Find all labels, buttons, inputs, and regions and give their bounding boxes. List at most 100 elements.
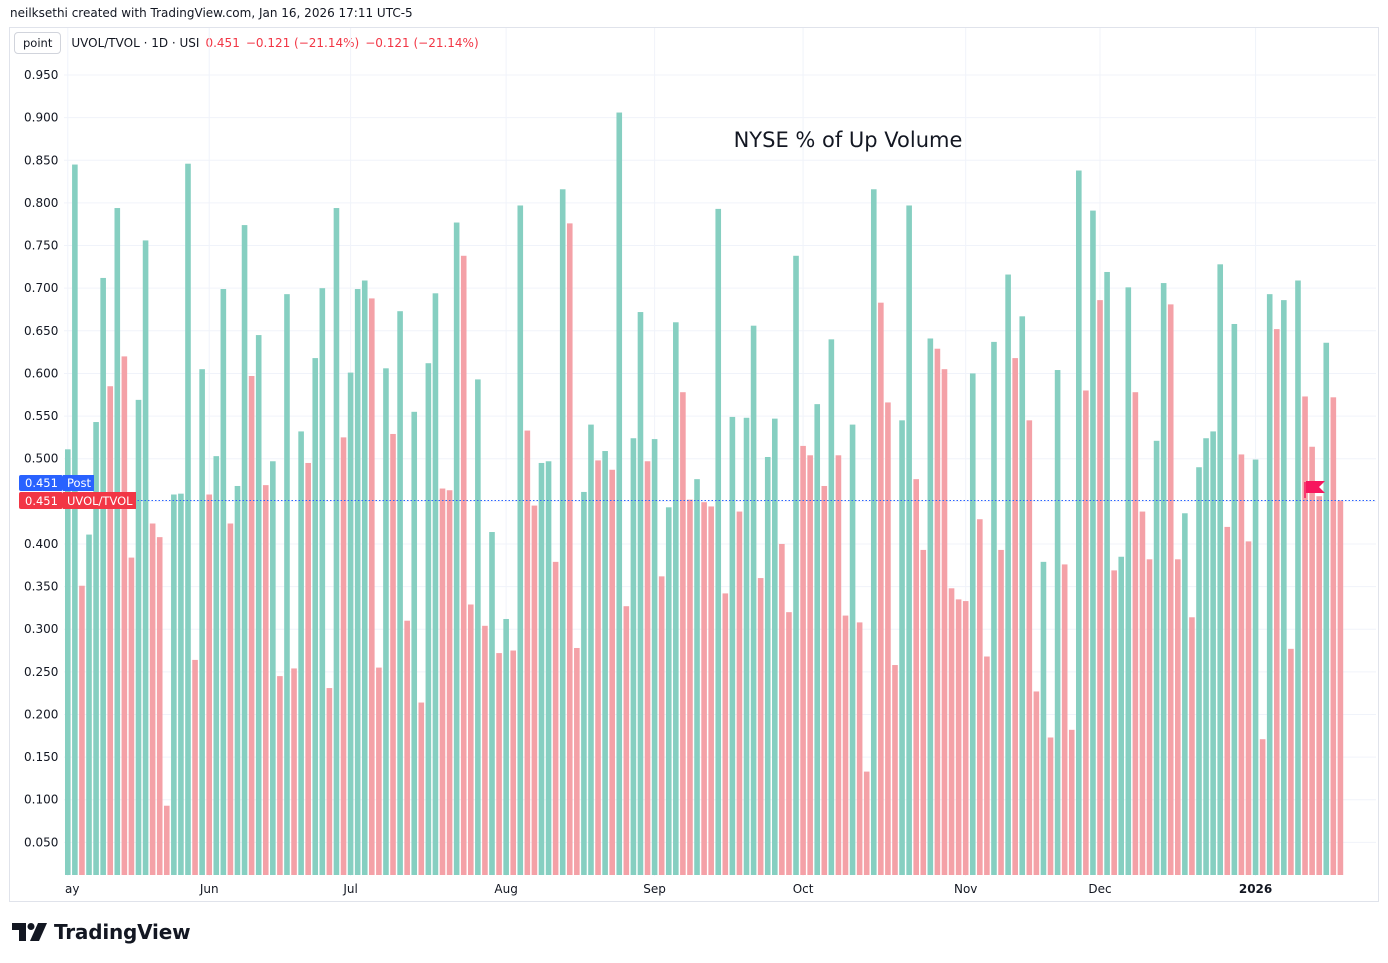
bar [347, 372, 354, 875]
bar [1316, 496, 1322, 875]
bar [786, 612, 792, 875]
bar [842, 615, 849, 875]
bar [178, 493, 184, 875]
bar [694, 479, 700, 875]
change-value-2: −0.121 (−21.14%) [365, 36, 479, 50]
bar [1281, 300, 1287, 875]
bar [234, 485, 241, 875]
post-price-tag: 0.451 Post [19, 475, 94, 491]
bar [1026, 420, 1033, 875]
y-tick-label: 0.600 [24, 366, 58, 380]
bar [807, 455, 813, 875]
bar [1337, 500, 1344, 875]
x-tick-label: 2026 [1239, 882, 1272, 896]
bar [1019, 316, 1026, 875]
y-tick-label: 0.200 [24, 707, 58, 721]
bar [743, 417, 750, 875]
tradingview-logo-icon [12, 923, 47, 941]
bar [1111, 570, 1117, 875]
bar [312, 358, 319, 876]
x-tick-label: Jul [342, 882, 357, 896]
bar [906, 205, 912, 876]
y-tick-label: 0.950 [24, 68, 58, 82]
x-tick-label: Oct [793, 882, 814, 896]
bar [411, 411, 418, 875]
bar [65, 449, 71, 875]
y-tick-label: 0.250 [24, 665, 58, 679]
bar [1273, 329, 1280, 876]
bar [899, 420, 905, 875]
bar [913, 479, 919, 875]
bar [192, 659, 198, 875]
bar [984, 656, 990, 875]
y-tick-label: 0.800 [24, 196, 58, 210]
bar [955, 599, 962, 875]
symbol-label[interactable]: UVOL/TVOL · 1D · USI [71, 36, 200, 50]
bar [517, 205, 524, 876]
bar [241, 225, 248, 876]
bar [390, 433, 396, 875]
footer: TradingView [12, 920, 191, 944]
bar [1090, 210, 1096, 876]
bar [1061, 564, 1068, 875]
bar [595, 460, 601, 875]
bar [552, 561, 559, 875]
bar [383, 368, 389, 875]
bar [1259, 739, 1266, 875]
x-axis-ticks: ay Jun Jul Aug Sep Oct Nov Dec 2026 [65, 882, 1272, 896]
bar [1189, 617, 1195, 875]
bar [298, 431, 304, 875]
bar [574, 647, 580, 875]
bar [227, 523, 234, 875]
point-mode-button[interactable]: point [14, 32, 62, 54]
bar [863, 771, 870, 875]
bar [1132, 392, 1139, 875]
y-tick-label: 0.650 [24, 324, 58, 338]
bar [680, 392, 686, 875]
bar [404, 620, 410, 875]
bar [800, 445, 806, 875]
bar [991, 341, 997, 875]
chart-title-annotation: NYSE % of Up Volume [734, 128, 963, 152]
bar [581, 491, 587, 875]
bar [185, 163, 191, 875]
bar [439, 488, 446, 875]
y-tick-label: 0.700 [24, 281, 58, 295]
bar [1054, 370, 1061, 875]
bar [171, 494, 177, 875]
bar [878, 302, 884, 875]
bar [149, 523, 156, 875]
bar [927, 338, 934, 876]
bar [644, 461, 651, 875]
bar [1005, 274, 1011, 875]
bar [566, 223, 573, 875]
bar [779, 543, 785, 875]
x-tick-label: Nov [954, 882, 977, 896]
bar [814, 404, 821, 875]
bar [948, 588, 955, 875]
bar [1160, 283, 1167, 875]
bar [1040, 561, 1047, 875]
bar [340, 437, 347, 875]
bar [262, 485, 269, 875]
series-price-tag: 0.451 UVOL/TVOL [19, 492, 136, 509]
bar [1231, 323, 1238, 875]
bar [870, 189, 877, 875]
flag-icon[interactable] [1304, 481, 1325, 498]
bar [750, 325, 757, 875]
bar [319, 288, 326, 875]
bar [941, 369, 948, 875]
y-tick-label: 0.150 [24, 750, 58, 764]
bar [361, 280, 368, 875]
bar [885, 402, 891, 875]
bars [65, 112, 1344, 876]
bar [920, 549, 927, 875]
bar [623, 606, 630, 875]
bar [489, 532, 495, 875]
bar [588, 424, 594, 875]
bar [658, 576, 665, 875]
bar [673, 322, 679, 875]
x-tick-label: Sep [643, 882, 666, 896]
bar [114, 208, 121, 876]
last-value: 0.451 [205, 36, 240, 50]
